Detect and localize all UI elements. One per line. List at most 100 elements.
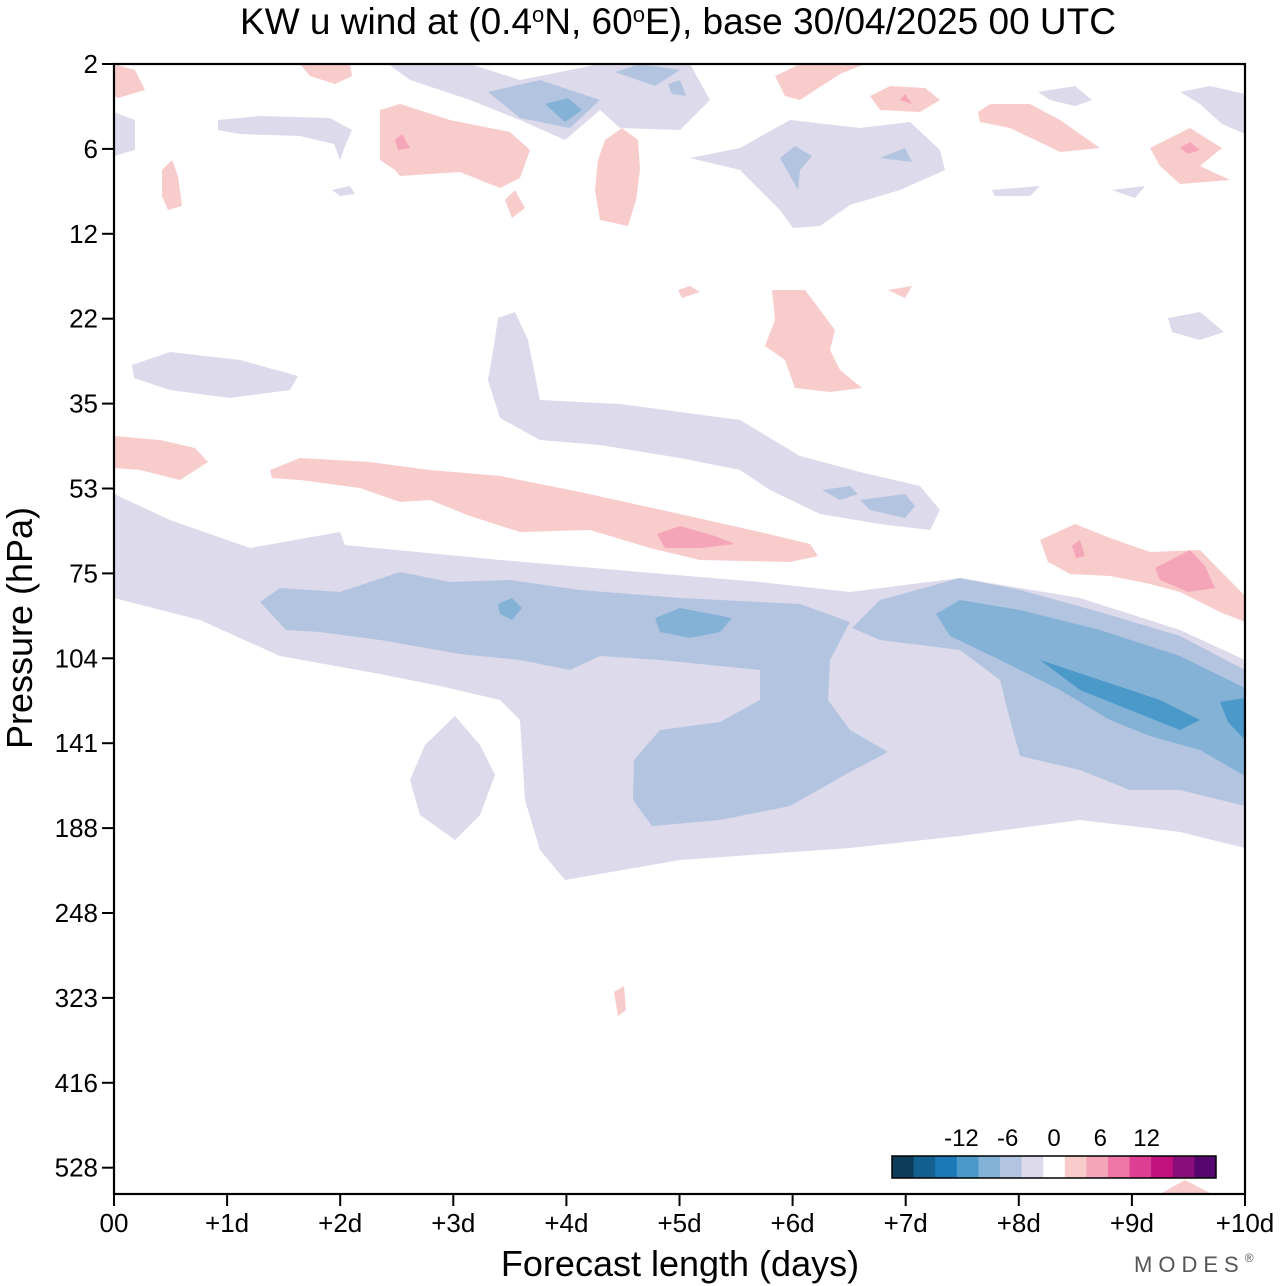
westerly-region-weak bbox=[1150, 128, 1230, 184]
x-axis-label: Forecast length (days) bbox=[501, 1243, 859, 1284]
y-tick-label: 323 bbox=[55, 983, 98, 1013]
westerly-region-weak bbox=[114, 436, 208, 480]
easterly-region-weak bbox=[1112, 186, 1145, 198]
westerly-region-weak bbox=[300, 64, 352, 84]
westerly-region-weak bbox=[775, 64, 865, 100]
x-tick-label: +8d bbox=[997, 1208, 1041, 1238]
colorbar-swatch bbox=[1021, 1156, 1044, 1178]
x-tick-label: +7d bbox=[884, 1208, 928, 1238]
x-tick-label: +2d bbox=[318, 1208, 362, 1238]
colorbar-swatch bbox=[1129, 1156, 1152, 1178]
easterly-region-weak bbox=[690, 120, 945, 228]
easterly-region-moderate bbox=[860, 494, 915, 518]
colorbar-label: 0 bbox=[1047, 1125, 1060, 1152]
easterly-region-moderate bbox=[780, 146, 812, 190]
y-tick-label: 53 bbox=[69, 474, 98, 504]
westerly-region-moderate bbox=[1180, 142, 1200, 154]
easterly-region-weak bbox=[992, 186, 1040, 196]
easterly-region-weak bbox=[218, 116, 352, 160]
y-tick-label: 188 bbox=[55, 813, 98, 843]
colorbar-swatch bbox=[1108, 1156, 1131, 1178]
y-tick-label: 248 bbox=[55, 898, 98, 928]
y-tick-label: 416 bbox=[55, 1068, 98, 1098]
y-axis: 2 6 12 22 35 53 75 104 141 188 248 323 416 528 bbox=[55, 49, 114, 1183]
colorbar-label: -12 bbox=[944, 1125, 979, 1152]
colorbar-swatch bbox=[956, 1156, 979, 1178]
easterly-region-strong bbox=[655, 608, 732, 638]
easterly-region-weak bbox=[488, 312, 940, 530]
y-tick-label: 12 bbox=[69, 219, 98, 249]
colorbar-swatch bbox=[892, 1156, 915, 1178]
y-tick-label: 104 bbox=[55, 643, 98, 673]
y-tick-label: 6 bbox=[84, 134, 98, 164]
westerly-region-weak bbox=[1040, 524, 1245, 622]
westerly-region-weak bbox=[678, 286, 700, 298]
colorbar-swatch bbox=[935, 1156, 958, 1178]
colorbar-swatch bbox=[1194, 1156, 1217, 1178]
y-tick-label: 75 bbox=[69, 558, 98, 588]
easterly-region-weak bbox=[132, 352, 298, 398]
westerly-region-weak bbox=[114, 64, 145, 98]
colorbar-frame bbox=[891, 1155, 1217, 1179]
y-tick-label: 528 bbox=[55, 1153, 98, 1183]
easterly-region-moderate bbox=[880, 148, 912, 162]
easterly-region-weak bbox=[332, 186, 355, 196]
easterly-region-moderate bbox=[615, 64, 680, 86]
x-tick-label: +10d bbox=[1216, 1208, 1275, 1238]
easterly-region-strong bbox=[498, 598, 522, 620]
x-axis: 00 +1d +2d +3d +4d +5d +6d +7d +8d +9d +10d bbox=[100, 1194, 1275, 1238]
westerly-region-moderate bbox=[1072, 540, 1085, 558]
easterly-region-strong bbox=[545, 98, 582, 122]
colorbar-swatch bbox=[913, 1156, 936, 1178]
y-tick-label: 2 bbox=[84, 49, 98, 79]
easterly-region-weak bbox=[410, 716, 495, 840]
westerly-region-weak bbox=[505, 190, 525, 218]
colorbar-swatch bbox=[1064, 1156, 1087, 1178]
easterly-region-moderate bbox=[668, 80, 686, 96]
westerly-region-weak bbox=[162, 160, 182, 210]
contour-field bbox=[114, 64, 1245, 1194]
westerly-region-weak bbox=[614, 986, 626, 1016]
westerly-region-weak bbox=[978, 104, 1100, 152]
x-tick-label: +5d bbox=[657, 1208, 701, 1238]
x-tick-label: +3d bbox=[431, 1208, 475, 1238]
westerly-region-weak bbox=[1160, 1180, 1212, 1194]
colorbar: -12 -6 0 6 12 bbox=[891, 1125, 1217, 1179]
colorbar-swatch bbox=[978, 1156, 1001, 1178]
westerly-region-moderate bbox=[657, 526, 735, 548]
easterly-region-moderate bbox=[822, 486, 858, 500]
easterly-region-weak bbox=[1180, 86, 1245, 134]
westerly-region-weak bbox=[765, 290, 862, 392]
colorbar-swatch bbox=[1086, 1156, 1109, 1178]
westerly-region-moderate bbox=[395, 134, 410, 150]
westerly-region-weak bbox=[888, 286, 912, 298]
colorbar-label: -6 bbox=[997, 1125, 1018, 1152]
x-tick-label: +4d bbox=[544, 1208, 588, 1238]
easterly-region-moderate bbox=[260, 572, 888, 826]
colorbar-swatch bbox=[1043, 1156, 1066, 1178]
colorbar-swatch bbox=[1000, 1156, 1023, 1178]
westerly-region-weak bbox=[380, 104, 530, 188]
colorbar-label: 6 bbox=[1094, 1125, 1107, 1152]
westerly-region-weak bbox=[595, 128, 640, 226]
easterly-region-weak bbox=[114, 112, 135, 156]
westerly-region-moderate bbox=[1155, 550, 1215, 592]
westerly-region-moderate bbox=[900, 94, 912, 104]
y-axis-label: Pressure (hPa) bbox=[0, 507, 40, 749]
colorbar-swatch bbox=[1151, 1156, 1174, 1178]
easterly-region-weak bbox=[1168, 312, 1224, 340]
modes-logo: MODES® bbox=[1134, 1251, 1254, 1277]
x-tick-label: +9d bbox=[1110, 1208, 1154, 1238]
x-tick-label: +6d bbox=[771, 1208, 815, 1238]
colorbar-swatch bbox=[1172, 1156, 1195, 1178]
easterly-region-strongest bbox=[1040, 660, 1200, 730]
y-tick-label: 22 bbox=[69, 304, 98, 334]
easterly-region-weak bbox=[1038, 86, 1092, 106]
colorbar-label: 12 bbox=[1133, 1125, 1160, 1152]
x-tick-label: +1d bbox=[205, 1208, 249, 1238]
x-tick-label: 00 bbox=[100, 1208, 129, 1238]
chart-title: KW u wind at (0.4oN, 60oE), base 30/04/2… bbox=[240, 1, 1116, 42]
easterly-region-strongest bbox=[1220, 698, 1245, 740]
y-tick-label: 141 bbox=[55, 728, 98, 758]
